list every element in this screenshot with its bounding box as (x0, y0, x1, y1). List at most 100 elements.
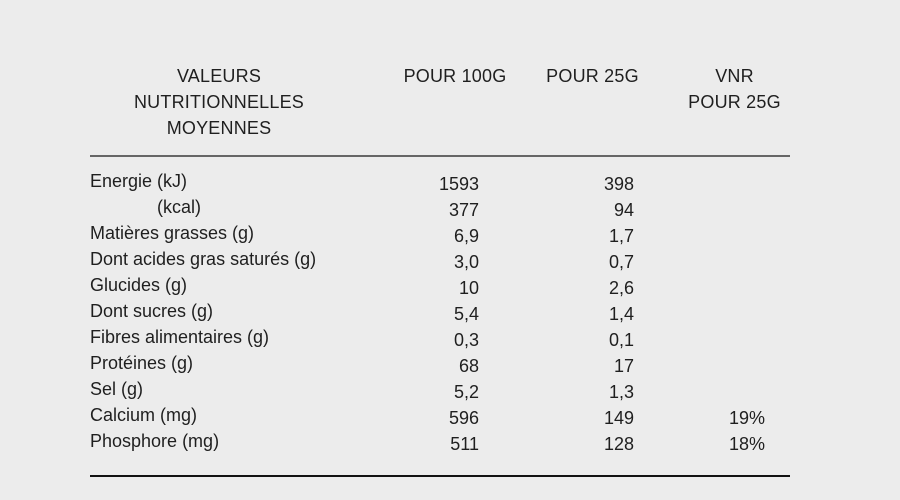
row-value-100g: 68 (458, 356, 479, 376)
row-value-25g-cell: 94 (520, 194, 665, 220)
table-row: Dont acides gras saturés (g) 3,0 0,7 (90, 246, 790, 272)
row-value-25g-cell: 2,6 (520, 272, 665, 298)
table-row: Protéines (g) 68 17 (90, 350, 790, 376)
row-label-cell: Glucides (g) (90, 272, 390, 298)
row-value-25g-cell: 1,3 (520, 376, 665, 402)
row-label: Dont acides gras saturés (g) (90, 249, 317, 269)
row-value-25g-cell: 0,7 (520, 246, 665, 272)
table-row: Calcium (mg) 596 149 19% (90, 402, 790, 428)
row-label-cell: Dont sucres (g) (90, 298, 390, 324)
row-label: Sel (g) (90, 379, 144, 399)
row-value-vnr-cell (665, 350, 790, 376)
row-value-vnr: 18% (728, 434, 765, 454)
table-row: Sel (g) 5,2 1,3 (90, 376, 790, 402)
row-value-100g-cell: 511 (390, 428, 520, 477)
row-value-vnr-cell (665, 298, 790, 324)
row-value-100g: 1593 (438, 174, 479, 194)
table-row: Glucides (g) 10 2,6 (90, 272, 790, 298)
row-value-100g-cell: 1593 (390, 156, 520, 194)
row-label-cell: (kcal) (90, 194, 390, 220)
table-row: (kcal) 377 94 (90, 194, 790, 220)
row-value-100g-cell: 6,9 (390, 220, 520, 246)
nutrition-table: VALEURS NUTRITIONNELLES MOYENNES POUR 10… (90, 63, 790, 477)
row-value-25g: 128 (603, 434, 634, 454)
row-label-cell: Fibres alimentaires (g) (90, 324, 390, 350)
row-value-25g: 94 (613, 200, 634, 220)
row-label-cell: Phosphore (mg) (90, 428, 390, 477)
row-value-25g: 0,1 (608, 330, 634, 350)
row-value-vnr-cell (665, 220, 790, 246)
row-value-25g-cell: 128 (520, 428, 665, 477)
header-vnr-line1: VNR (715, 66, 754, 86)
row-value-25g: 0,7 (608, 252, 634, 272)
row-value-25g-cell: 17 (520, 350, 665, 376)
row-value-100g: 377 (448, 200, 479, 220)
row-value-25g-cell: 0,1 (520, 324, 665, 350)
row-value-100g-cell: 5,4 (390, 298, 520, 324)
row-value-vnr-cell (665, 272, 790, 298)
row-label: Glucides (g) (90, 275, 188, 295)
row-value-100g-cell: 0,3 (390, 324, 520, 350)
table-row: Fibres alimentaires (g) 0,3 0,1 (90, 324, 790, 350)
row-value-25g-cell: 398 (520, 156, 665, 194)
table-row: Phosphore (mg) 511 128 18% (90, 428, 790, 477)
table-row: Energie (kJ) 1593 398 (90, 156, 790, 194)
row-label: (kcal) (157, 197, 201, 217)
row-value-25g-cell: 149 (520, 402, 665, 428)
row-value-vnr-cell (665, 194, 790, 220)
table-body: Energie (kJ) 1593 398 (kcal) 377 (90, 156, 790, 477)
table-row: Dont sucres (g) 5,4 1,4 (90, 298, 790, 324)
row-value-100g: 3,0 (453, 252, 479, 272)
header-pour-100g: POUR 100G (390, 63, 520, 157)
row-value-25g: 1,4 (608, 304, 634, 324)
table-row: Matières grasses (g) 6,9 1,7 (90, 220, 790, 246)
row-label-cell: Calcium (mg) (90, 402, 390, 428)
row-value-vnr-cell (665, 156, 790, 194)
row-label: Phosphore (mg) (90, 431, 220, 451)
row-value-100g-cell: 5,2 (390, 376, 520, 402)
row-label: Energie (kJ) (90, 171, 188, 191)
row-label-cell: Energie (kJ) (90, 156, 390, 194)
row-value-100g-cell: 3,0 (390, 246, 520, 272)
row-label: Fibres alimentaires (g) (90, 327, 270, 347)
header-vnr-pour-25g: VNR POUR 25G (665, 63, 790, 157)
row-value-vnr-cell: 18% (665, 428, 790, 477)
row-value-25g-cell: 1,4 (520, 298, 665, 324)
row-value-vnr-cell: 19% (665, 402, 790, 428)
row-label: Dont sucres (g) (90, 301, 214, 321)
row-label-cell: Matières grasses (g) (90, 220, 390, 246)
row-value-vnr-cell (665, 246, 790, 272)
row-value-100g: 10 (458, 278, 479, 298)
row-value-100g: 5,2 (453, 382, 479, 402)
row-value-vnr-cell (665, 324, 790, 350)
row-value-25g: 2,6 (608, 278, 634, 298)
row-value-100g-cell: 68 (390, 350, 520, 376)
row-value-100g: 6,9 (453, 226, 479, 246)
row-label: Calcium (mg) (90, 405, 198, 425)
header-valeurs-nutritionnelles: VALEURS NUTRITIONNELLES MOYENNES (90, 63, 390, 157)
row-value-25g: 398 (603, 174, 634, 194)
header-pour-25g: POUR 25G (520, 63, 665, 157)
row-value-100g: 0,3 (453, 330, 479, 350)
row-value-100g-cell: 377 (390, 194, 520, 220)
row-label-cell: Protéines (g) (90, 350, 390, 376)
row-label-cell: Sel (g) (90, 376, 390, 402)
row-value-100g-cell: 10 (390, 272, 520, 298)
row-value-25g: 1,3 (608, 382, 634, 402)
row-label: Matières grasses (g) (90, 223, 255, 243)
row-value-25g: 149 (603, 408, 634, 428)
row-value-100g: 596 (448, 408, 479, 428)
row-label: Protéines (g) (90, 353, 194, 373)
header-valeurs-label: VALEURS NUTRITIONNELLES MOYENNES (133, 66, 305, 138)
row-value-vnr-cell (665, 376, 790, 402)
header-vnr-line2: POUR 25G (688, 92, 781, 112)
row-value-25g: 17 (613, 356, 634, 376)
row-value-vnr: 19% (728, 408, 765, 428)
row-value-100g: 5,4 (453, 304, 479, 324)
row-value-100g-cell: 596 (390, 402, 520, 428)
row-value-100g: 511 (450, 434, 479, 454)
table-header-row: VALEURS NUTRITIONNELLES MOYENNES POUR 10… (90, 63, 790, 157)
row-label-cell: Dont acides gras saturés (g) (90, 246, 390, 272)
row-value-25g: 1,7 (608, 226, 634, 246)
